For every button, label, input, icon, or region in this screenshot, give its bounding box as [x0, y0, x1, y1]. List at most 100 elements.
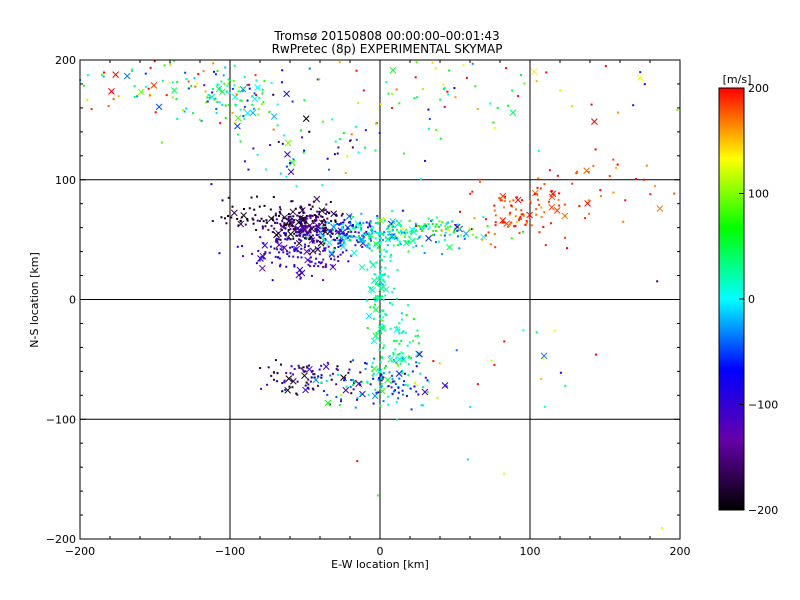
data-point	[204, 90, 207, 93]
data-point	[171, 96, 174, 99]
cross-stroke	[270, 113, 278, 120]
data-point	[520, 213, 523, 216]
data-point	[243, 75, 246, 78]
data-point-cross	[287, 168, 295, 176]
data-point	[447, 229, 450, 232]
data-point	[377, 283, 380, 286]
data-point	[309, 231, 312, 234]
cross-stroke	[240, 212, 248, 219]
data-point	[494, 221, 497, 224]
data-point	[403, 152, 406, 155]
data-point-cross	[234, 122, 241, 130]
data-point	[321, 215, 324, 218]
cross-stroke	[358, 236, 366, 244]
data-point	[295, 234, 298, 237]
data-point	[302, 233, 305, 236]
data-point	[401, 389, 404, 392]
data-point	[387, 275, 390, 278]
data-point	[307, 203, 310, 206]
data-point	[285, 224, 288, 227]
data-point	[453, 230, 456, 233]
data-point-cross	[355, 380, 363, 388]
data-point	[402, 383, 405, 386]
data-point	[634, 177, 637, 180]
data-point	[342, 132, 345, 135]
data-point	[417, 224, 420, 227]
data-point	[373, 297, 376, 300]
data-point	[355, 239, 358, 242]
data-point	[333, 247, 336, 250]
data-point	[289, 220, 292, 223]
data-point	[347, 230, 350, 233]
data-point	[395, 339, 398, 342]
data-point	[283, 217, 286, 220]
data-point	[369, 228, 372, 231]
data-point	[444, 231, 447, 234]
data-point	[313, 376, 316, 379]
data-point	[253, 92, 256, 95]
cross-stroke	[503, 220, 511, 227]
cross-stroke	[340, 374, 347, 381]
data-point	[547, 200, 550, 203]
data-point	[381, 310, 384, 313]
data-point	[361, 234, 364, 237]
data-point	[376, 214, 379, 217]
data-point	[608, 175, 611, 178]
data-point	[293, 219, 296, 222]
data-point	[354, 231, 357, 234]
data-point	[395, 228, 398, 231]
data-point	[401, 357, 404, 360]
cross-stroke	[350, 249, 358, 257]
data-point	[302, 366, 305, 369]
data-point	[390, 360, 393, 363]
data-point	[330, 230, 333, 233]
data-point	[326, 210, 329, 213]
data-point	[380, 295, 383, 298]
data-point	[407, 374, 410, 377]
data-point	[173, 59, 176, 62]
data-point	[252, 107, 255, 110]
data-point	[289, 238, 292, 241]
data-point	[395, 297, 398, 300]
data-point-cross	[441, 382, 449, 389]
data-point	[424, 376, 427, 379]
data-point	[258, 259, 261, 262]
data-point	[373, 357, 376, 360]
data-point	[503, 206, 506, 209]
data-point	[415, 229, 418, 232]
data-point	[231, 205, 234, 208]
data-point	[306, 236, 309, 239]
data-point-cross	[561, 212, 569, 220]
data-point	[400, 331, 403, 334]
data-point	[543, 183, 546, 186]
cross-stroke	[234, 122, 241, 130]
data-point	[242, 115, 245, 118]
data-point	[511, 89, 514, 92]
data-point	[332, 248, 335, 251]
data-point	[340, 236, 343, 239]
data-point	[327, 229, 330, 232]
data-point	[325, 263, 328, 266]
data-point-cross	[421, 388, 429, 396]
cross-stroke	[275, 241, 283, 249]
data-point	[396, 418, 399, 421]
data-point	[346, 155, 349, 158]
data-point-cross	[294, 225, 302, 232]
data-point	[489, 243, 492, 246]
data-point	[289, 228, 292, 231]
data-point	[391, 226, 394, 229]
data-point	[372, 225, 375, 228]
data-point	[453, 87, 456, 90]
data-point	[309, 236, 312, 239]
data-point	[368, 222, 371, 225]
data-point	[339, 222, 342, 225]
data-point	[303, 220, 306, 223]
cross-stroke	[549, 190, 557, 198]
data-point-cross	[215, 85, 223, 93]
data-point	[381, 274, 384, 277]
data-point	[400, 231, 403, 234]
data-point	[521, 230, 524, 233]
data-point	[320, 235, 323, 238]
data-point	[470, 227, 473, 230]
